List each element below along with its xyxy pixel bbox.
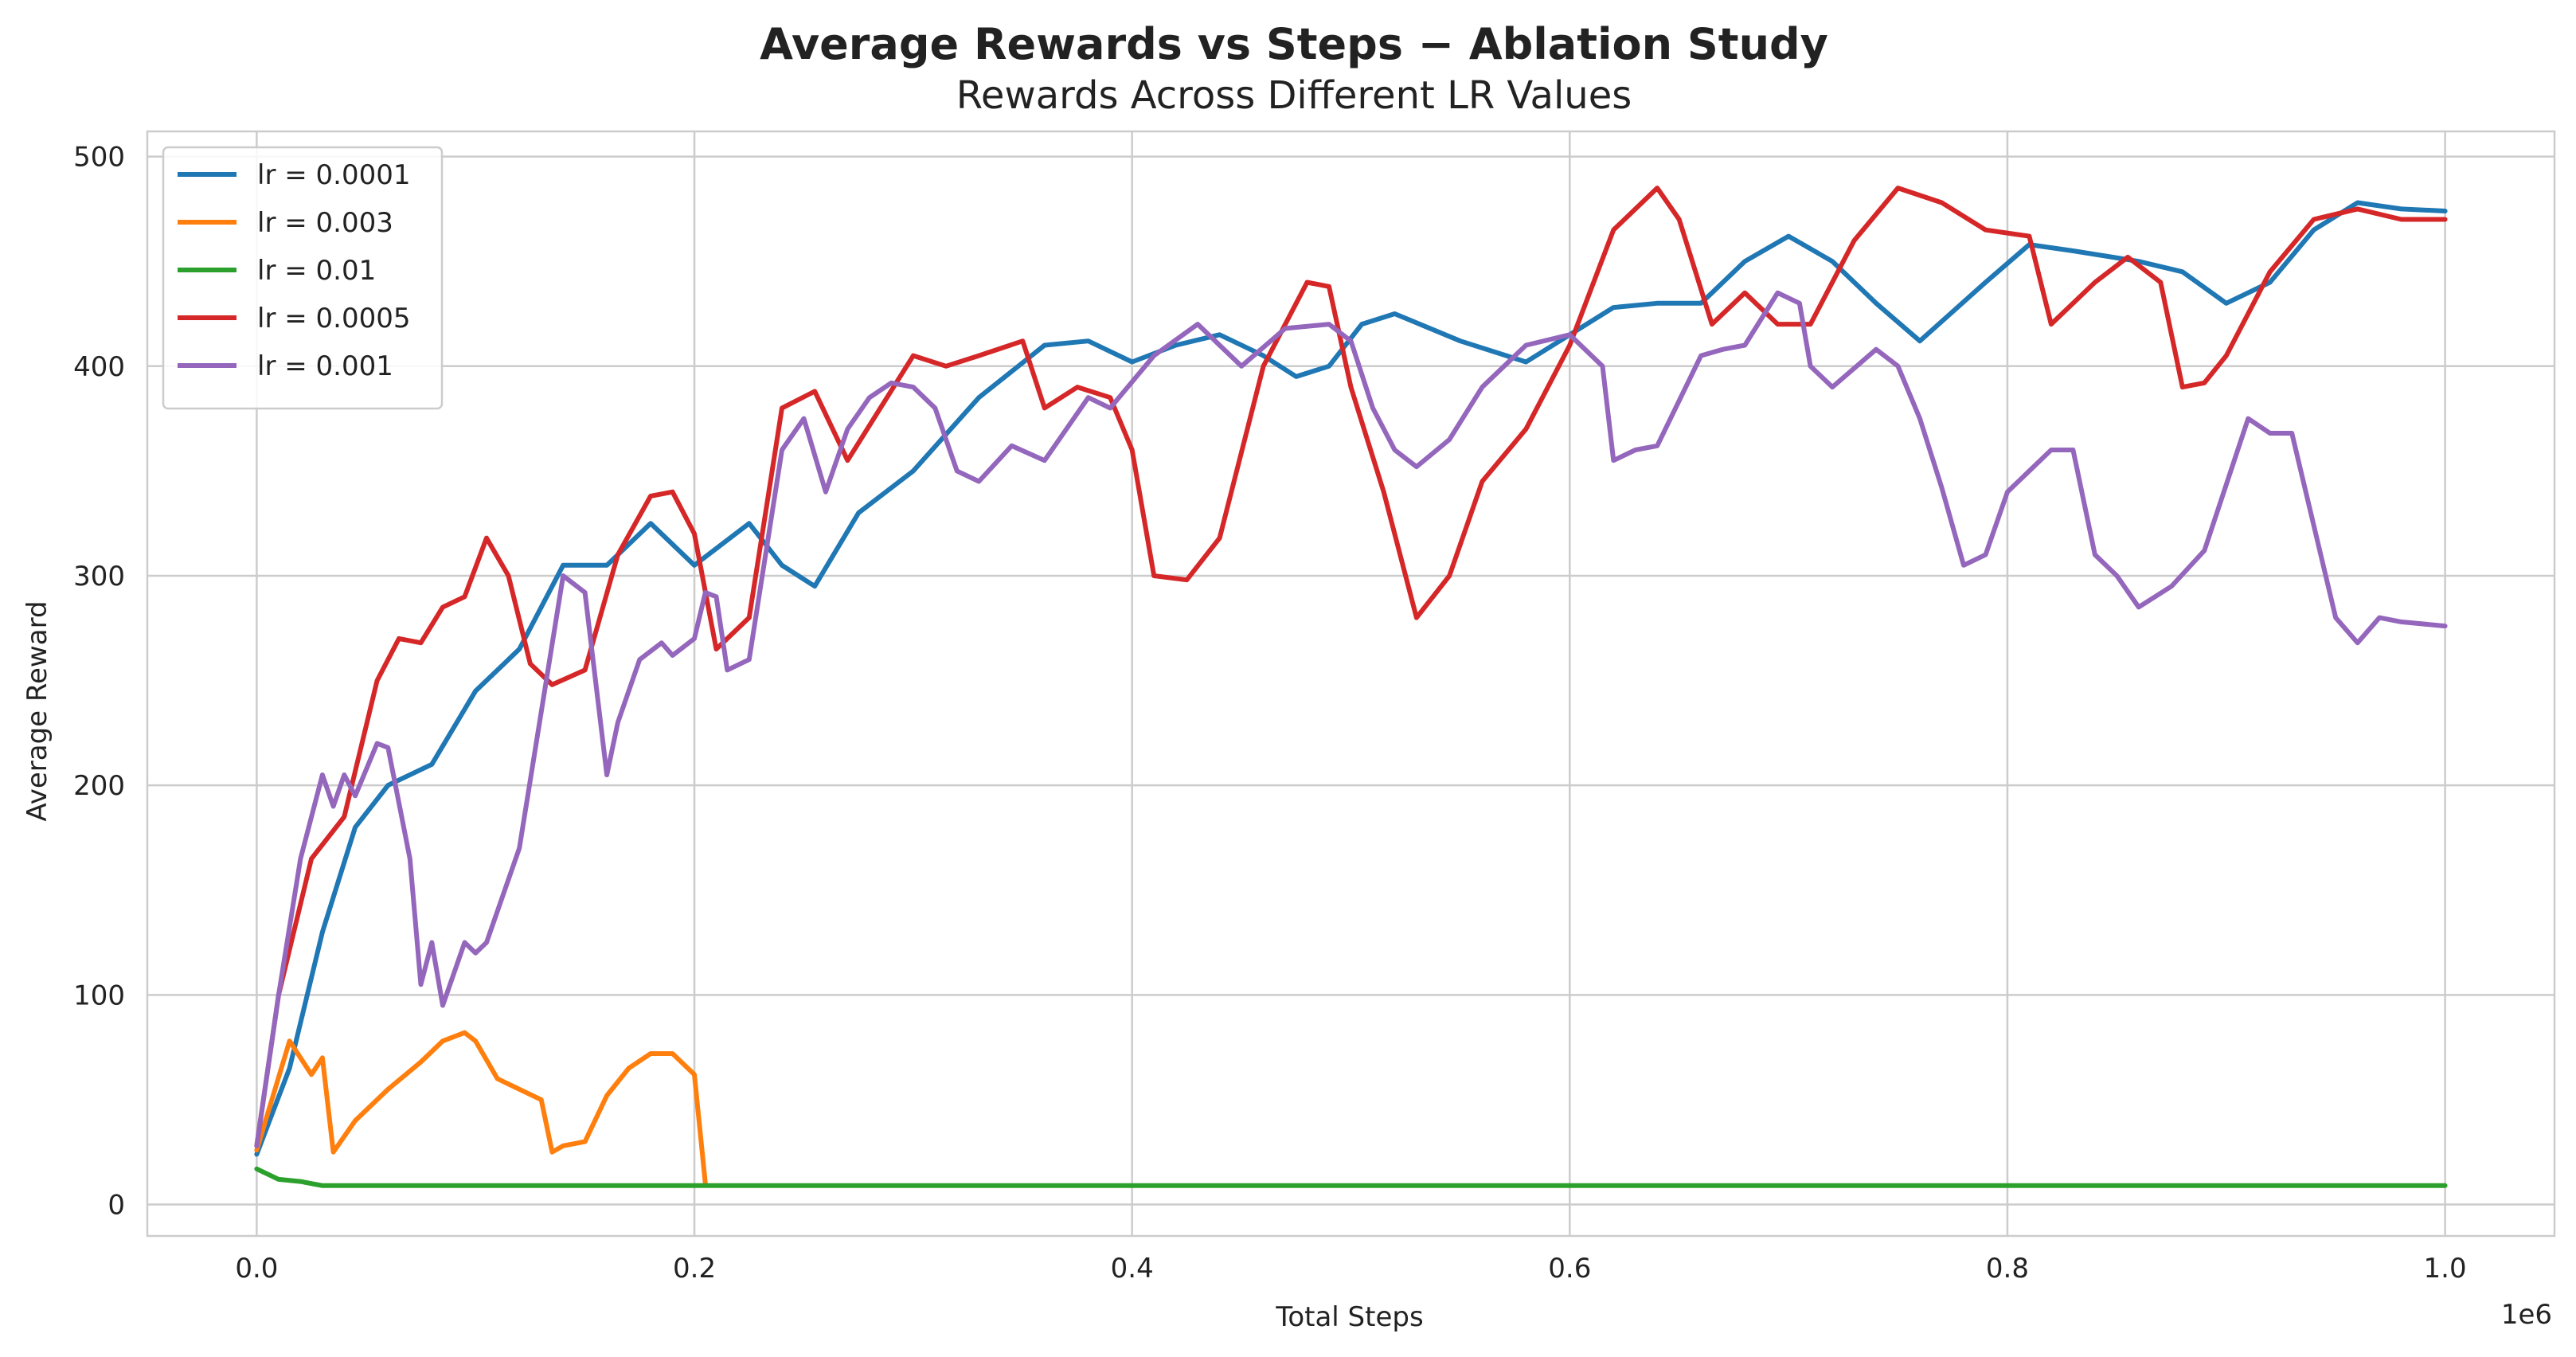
y-axis-label: Average Reward [21, 600, 53, 821]
series-line-2 [254, 1166, 2448, 1188]
plot-frame [146, 130, 2556, 1238]
chart-title: Average Rewards vs Steps − Ablation Stud… [760, 19, 1828, 69]
chart-subtitle: Rewards Across Different LR Values [956, 73, 1632, 118]
x-axis-label: Total Steps [1275, 1301, 1423, 1333]
x-tick-label: 0.8 [1986, 1253, 2029, 1285]
legend-label: lr = 0.01 [257, 255, 376, 287]
legend: lr = 0.0001 lr = 0.003 lr = 0.01 lr = 0.000… [162, 146, 444, 410]
y-tick-label: 300 [73, 561, 125, 592]
series-group [254, 186, 2448, 1188]
legend-label: lr = 0.003 [257, 207, 393, 239]
series-line-3 [254, 186, 2448, 1148]
x-tick-label: 0.4 [1111, 1253, 1154, 1285]
series-line-1 [254, 1030, 708, 1187]
legend-label: lr = 0.0001 [257, 159, 411, 191]
legend-label: lr = 0.0005 [257, 303, 411, 334]
x-axis-offset-label: 1e6 [2501, 1299, 2552, 1331]
x-tick-label: 0.6 [1548, 1253, 1591, 1285]
tick-labels: 0.0 0.2 0.4 0.6 0.8 1.0 0 100 200 300 400 500 [73, 142, 2467, 1285]
y-tick-label: 200 [73, 770, 125, 802]
x-tick-label: 1.0 [2424, 1253, 2467, 1285]
legend-label: lr = 0.001 [257, 350, 393, 382]
x-tick-label: 0.0 [235, 1253, 278, 1285]
y-tick-label: 0 [107, 1190, 125, 1222]
series-line-4 [254, 290, 2448, 1148]
series-line-0 [254, 200, 2448, 1157]
y-tick-label: 500 [73, 142, 125, 174]
legend-box [162, 146, 444, 410]
y-tick-label: 100 [73, 980, 125, 1011]
x-tick-label: 0.2 [673, 1253, 716, 1285]
grid [147, 131, 2555, 1236]
y-tick-label: 400 [73, 351, 125, 383]
